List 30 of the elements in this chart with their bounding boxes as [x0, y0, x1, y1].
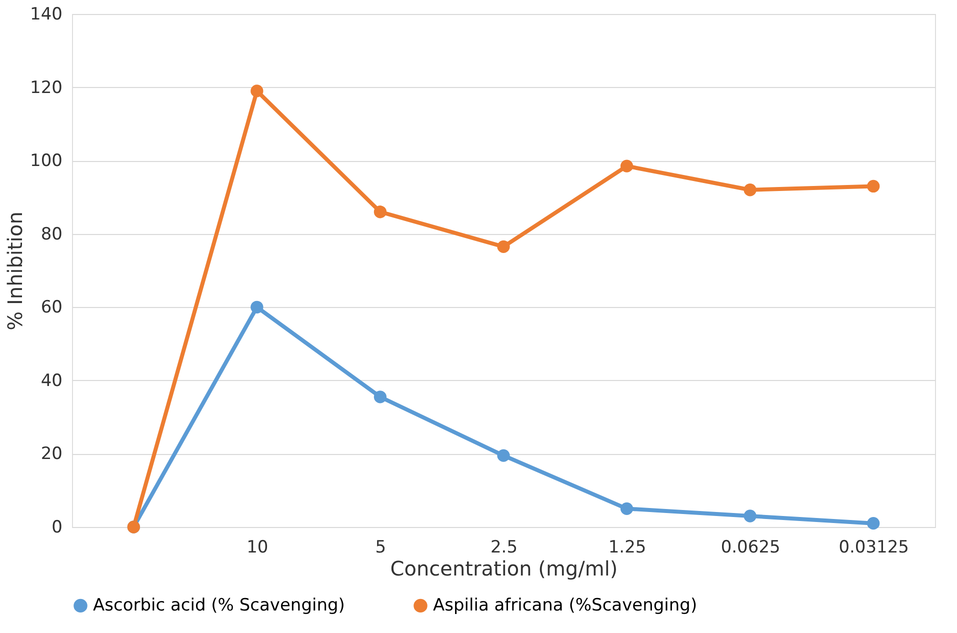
- x-tick-label: 2.5: [490, 538, 518, 558]
- y-tick-label: 60: [40, 298, 62, 318]
- y-tick-label: 140: [30, 4, 62, 24]
- point: [497, 449, 510, 462]
- x-tick-label: 10: [246, 538, 268, 558]
- point: [744, 184, 756, 196]
- point: [867, 180, 880, 193]
- point: [620, 502, 634, 515]
- legend-label: Ascorbic acid (% Scavenging): [93, 596, 345, 616]
- point: [867, 517, 880, 530]
- y-tick-label: 120: [30, 78, 62, 98]
- y-tick-label: 20: [40, 444, 62, 464]
- point: [744, 510, 756, 522]
- x-tick-label: 1.25: [608, 538, 646, 558]
- x-tick-label: 0.0625: [720, 538, 780, 558]
- x-axis-title: Concentration (mg/ml): [390, 556, 618, 580]
- x-tick-label: 0.03125: [838, 538, 910, 558]
- point: [497, 240, 510, 253]
- y-tick-label: 100: [30, 151, 62, 172]
- y-tick-label: 80: [40, 224, 62, 244]
- point: [250, 300, 264, 314]
- y-tick-label: 0: [52, 518, 62, 538]
- y-axis-title: % Inhibition: [3, 212, 28, 330]
- x-tick-label: 5: [375, 538, 386, 558]
- point: [374, 390, 387, 404]
- point: [620, 160, 634, 172]
- legend-label: Aspilia africana (%Scavenging): [433, 596, 698, 616]
- y-tick-label: 40: [40, 370, 62, 391]
- point: [250, 84, 264, 98]
- point: [374, 206, 387, 218]
